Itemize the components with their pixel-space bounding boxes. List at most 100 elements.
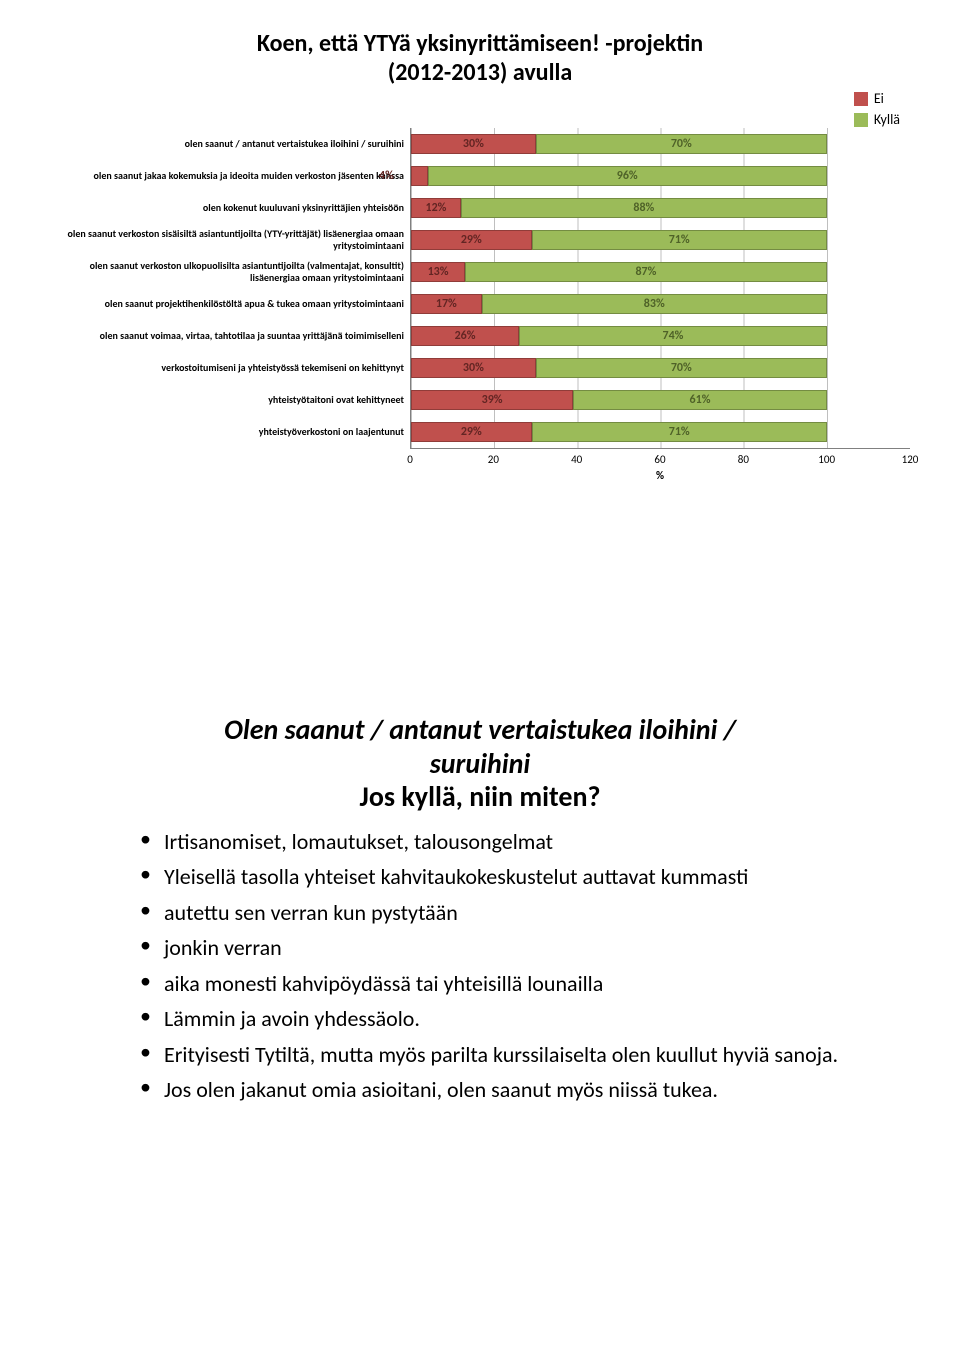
x-axis-label: % xyxy=(656,469,664,482)
bar-value-ei: 39% xyxy=(482,393,503,407)
bar-value-ei: 30% xyxy=(463,361,484,375)
bar-segment-ei: 13% xyxy=(411,262,465,282)
category-label-text: olen kokenut kuuluvani yksinyrittäjien y… xyxy=(203,202,404,214)
category-label: olen saanut / antanut vertaistukea iloih… xyxy=(50,128,410,160)
category-label: verkostoitumiseni ja yhteistyössä tekemi… xyxy=(50,352,410,384)
bar: 29% 71% xyxy=(411,422,827,442)
category-label: yhteistyöverkostoni on laajentunut xyxy=(50,416,410,448)
x-tick: 40 xyxy=(571,453,582,466)
bar-value-kylla: 83% xyxy=(644,297,665,311)
bar-segment-ei: 30% xyxy=(411,358,536,378)
bar-segment-ei: 39% xyxy=(411,390,573,410)
bar-segment-ei: 17% xyxy=(411,294,482,314)
slide-text: Olen saanut / antanut vertaistukea iloih… xyxy=(0,683,960,1367)
chart-area: olen saanut / antanut vertaistukea iloih… xyxy=(50,128,910,485)
bar-value-ei: 26% xyxy=(455,329,476,343)
bar-segment-kylla: 70% xyxy=(536,134,827,154)
legend-item: Ei xyxy=(854,90,900,107)
category-label-text: olen saanut verkoston sisäisiltä asiantu… xyxy=(50,228,404,251)
x-tick: 100 xyxy=(818,453,835,466)
bullet-item: aika monesti kahvipöydässä tai yhteisill… xyxy=(140,970,910,998)
bar: 30% 70% xyxy=(411,134,827,154)
bar-value-ei: 30% xyxy=(463,137,484,151)
legend-item: Kyllä xyxy=(854,111,900,128)
x-tick: 120 xyxy=(902,453,919,466)
bar-segment-ei: 4% xyxy=(411,166,428,186)
category-label: olen saanut verkoston ulkopuolisilta asi… xyxy=(50,256,410,288)
bar-value-kylla: 70% xyxy=(671,137,692,151)
category-label-text: yhteistyöverkostoni on laajentunut xyxy=(259,426,404,438)
bar: 12% 88% xyxy=(411,198,827,218)
category-label-text: verkostoitumiseni ja yhteistyössä tekemi… xyxy=(161,362,404,374)
bar-segment-kylla: 74% xyxy=(519,326,827,346)
bar-value-kylla: 61% xyxy=(690,393,711,407)
bar-segment-kylla: 70% xyxy=(536,358,827,378)
category-label-text: olen saanut voimaa, virtaa, tahtotilaa j… xyxy=(100,330,404,342)
x-tick: 80 xyxy=(738,453,749,466)
category-label-text: yhteistyötaitoni ovat kehittyneet xyxy=(268,394,404,406)
legend-swatch xyxy=(854,92,868,106)
bar: 39% 61% xyxy=(411,390,827,410)
bar-row: 17% 83% xyxy=(411,288,910,320)
bar-value-kylla: 71% xyxy=(669,425,690,439)
bullet-list: Irtisanomiset, lomautukset, talousongelm… xyxy=(50,828,910,1104)
bar-segment-kylla: 71% xyxy=(532,230,827,250)
legend: Ei Kyllä xyxy=(854,90,900,132)
bar-row: 29% 71% xyxy=(411,224,910,256)
bar-segment-kylla: 83% xyxy=(482,294,827,314)
bar-segment-ei: 29% xyxy=(411,230,532,250)
category-label-text: olen saanut / antanut vertaistukea iloih… xyxy=(185,138,404,150)
bar-value-ei: 13% xyxy=(428,265,449,279)
chart-title: Koen, että YTYä yksinyrittämiseen! -proj… xyxy=(50,30,910,88)
legend-swatch xyxy=(854,113,868,127)
bar-value-ei: 17% xyxy=(436,297,457,311)
bar-value-kylla: 70% xyxy=(671,361,692,375)
bar: 30% 70% xyxy=(411,358,827,378)
bar-segment-kylla: 96% xyxy=(428,166,827,186)
bullet-item: autettu sen verran kun pystytään xyxy=(140,899,910,927)
category-label: olen kokenut kuuluvani yksinyrittäjien y… xyxy=(50,192,410,224)
category-label: olen saanut projektihenkilöstöltä apua &… xyxy=(50,288,410,320)
bar: 29% 71% xyxy=(411,230,827,250)
category-label: yhteistyötaitoni ovat kehittyneet xyxy=(50,384,410,416)
bar-segment-ei: 12% xyxy=(411,198,461,218)
bar-segment-ei: 30% xyxy=(411,134,536,154)
x-tick: 60 xyxy=(654,453,665,466)
bar-value-kylla: 87% xyxy=(635,265,656,279)
slide2-title-line2: suruihini xyxy=(430,746,531,781)
chart-title-line1: Koen, että YTYä yksinyrittämiseen! -proj… xyxy=(257,29,703,58)
category-label: olen saanut voimaa, virtaa, tahtotilaa j… xyxy=(50,320,410,352)
category-label: olen saanut verkoston sisäisiltä asiantu… xyxy=(50,224,410,256)
bullet-item: Yleisellä tasolla yhteiset kahvitaukokes… xyxy=(140,863,910,891)
bullet-item: Jos olen jakanut omia asioitani, olen sa… xyxy=(140,1076,910,1104)
bar-value-ei: 12% xyxy=(425,201,446,215)
bar-segment-ei: 29% xyxy=(411,422,532,442)
bullet-item: Erityisesti Tytiltä, mutta myös parilta … xyxy=(140,1041,910,1069)
bar-value-kylla: 74% xyxy=(663,329,684,343)
bars-column: 30% 70% 4% 96% 12% 88% 29% 71% 13% 87% 17% 83% 26% 74… xyxy=(410,128,910,485)
bar-row: 29% 71% xyxy=(411,416,910,448)
bar-row: 12% 88% xyxy=(411,192,910,224)
bar: 26% 74% xyxy=(411,326,827,346)
bar-value-kylla: 96% xyxy=(617,169,638,183)
bar-segment-kylla: 61% xyxy=(573,390,827,410)
plot-area: 30% 70% 4% 96% 12% 88% 29% 71% 13% 87% 17% 83% 26% 74… xyxy=(410,128,910,449)
bar: 4% 96% xyxy=(411,166,827,186)
category-labels: olen saanut / antanut vertaistukea iloih… xyxy=(50,128,410,448)
slide2-title-line1: Olen saanut / antanut vertaistukea iloih… xyxy=(224,712,736,747)
bar-row: 30% 70% xyxy=(411,352,910,384)
bullet-item: jonkin verran xyxy=(140,934,910,962)
bullet-item: Lämmin ja avoin yhdessäolo. xyxy=(140,1005,910,1033)
bar-value-kylla: 88% xyxy=(633,201,654,215)
bar-value-ei: 4% xyxy=(379,169,394,183)
bar-row: 26% 74% xyxy=(411,320,910,352)
bar-value-kylla: 71% xyxy=(669,233,690,247)
bar-segment-kylla: 71% xyxy=(532,422,827,442)
category-label-text: olen saanut verkoston ulkopuolisilta asi… xyxy=(50,260,404,283)
bullet-item: Irtisanomiset, lomautukset, talousongelm… xyxy=(140,828,910,856)
legend-label: Kyllä xyxy=(874,111,900,128)
slide2-title: Olen saanut / antanut vertaistukea iloih… xyxy=(50,713,910,780)
slide-chart: Koen, että YTYä yksinyrittämiseen! -proj… xyxy=(0,0,960,683)
category-label-text: olen saanut jakaa kokemuksia ja ideoita … xyxy=(94,170,404,182)
chart-title-line2: (2012-2013) avulla xyxy=(388,58,572,87)
